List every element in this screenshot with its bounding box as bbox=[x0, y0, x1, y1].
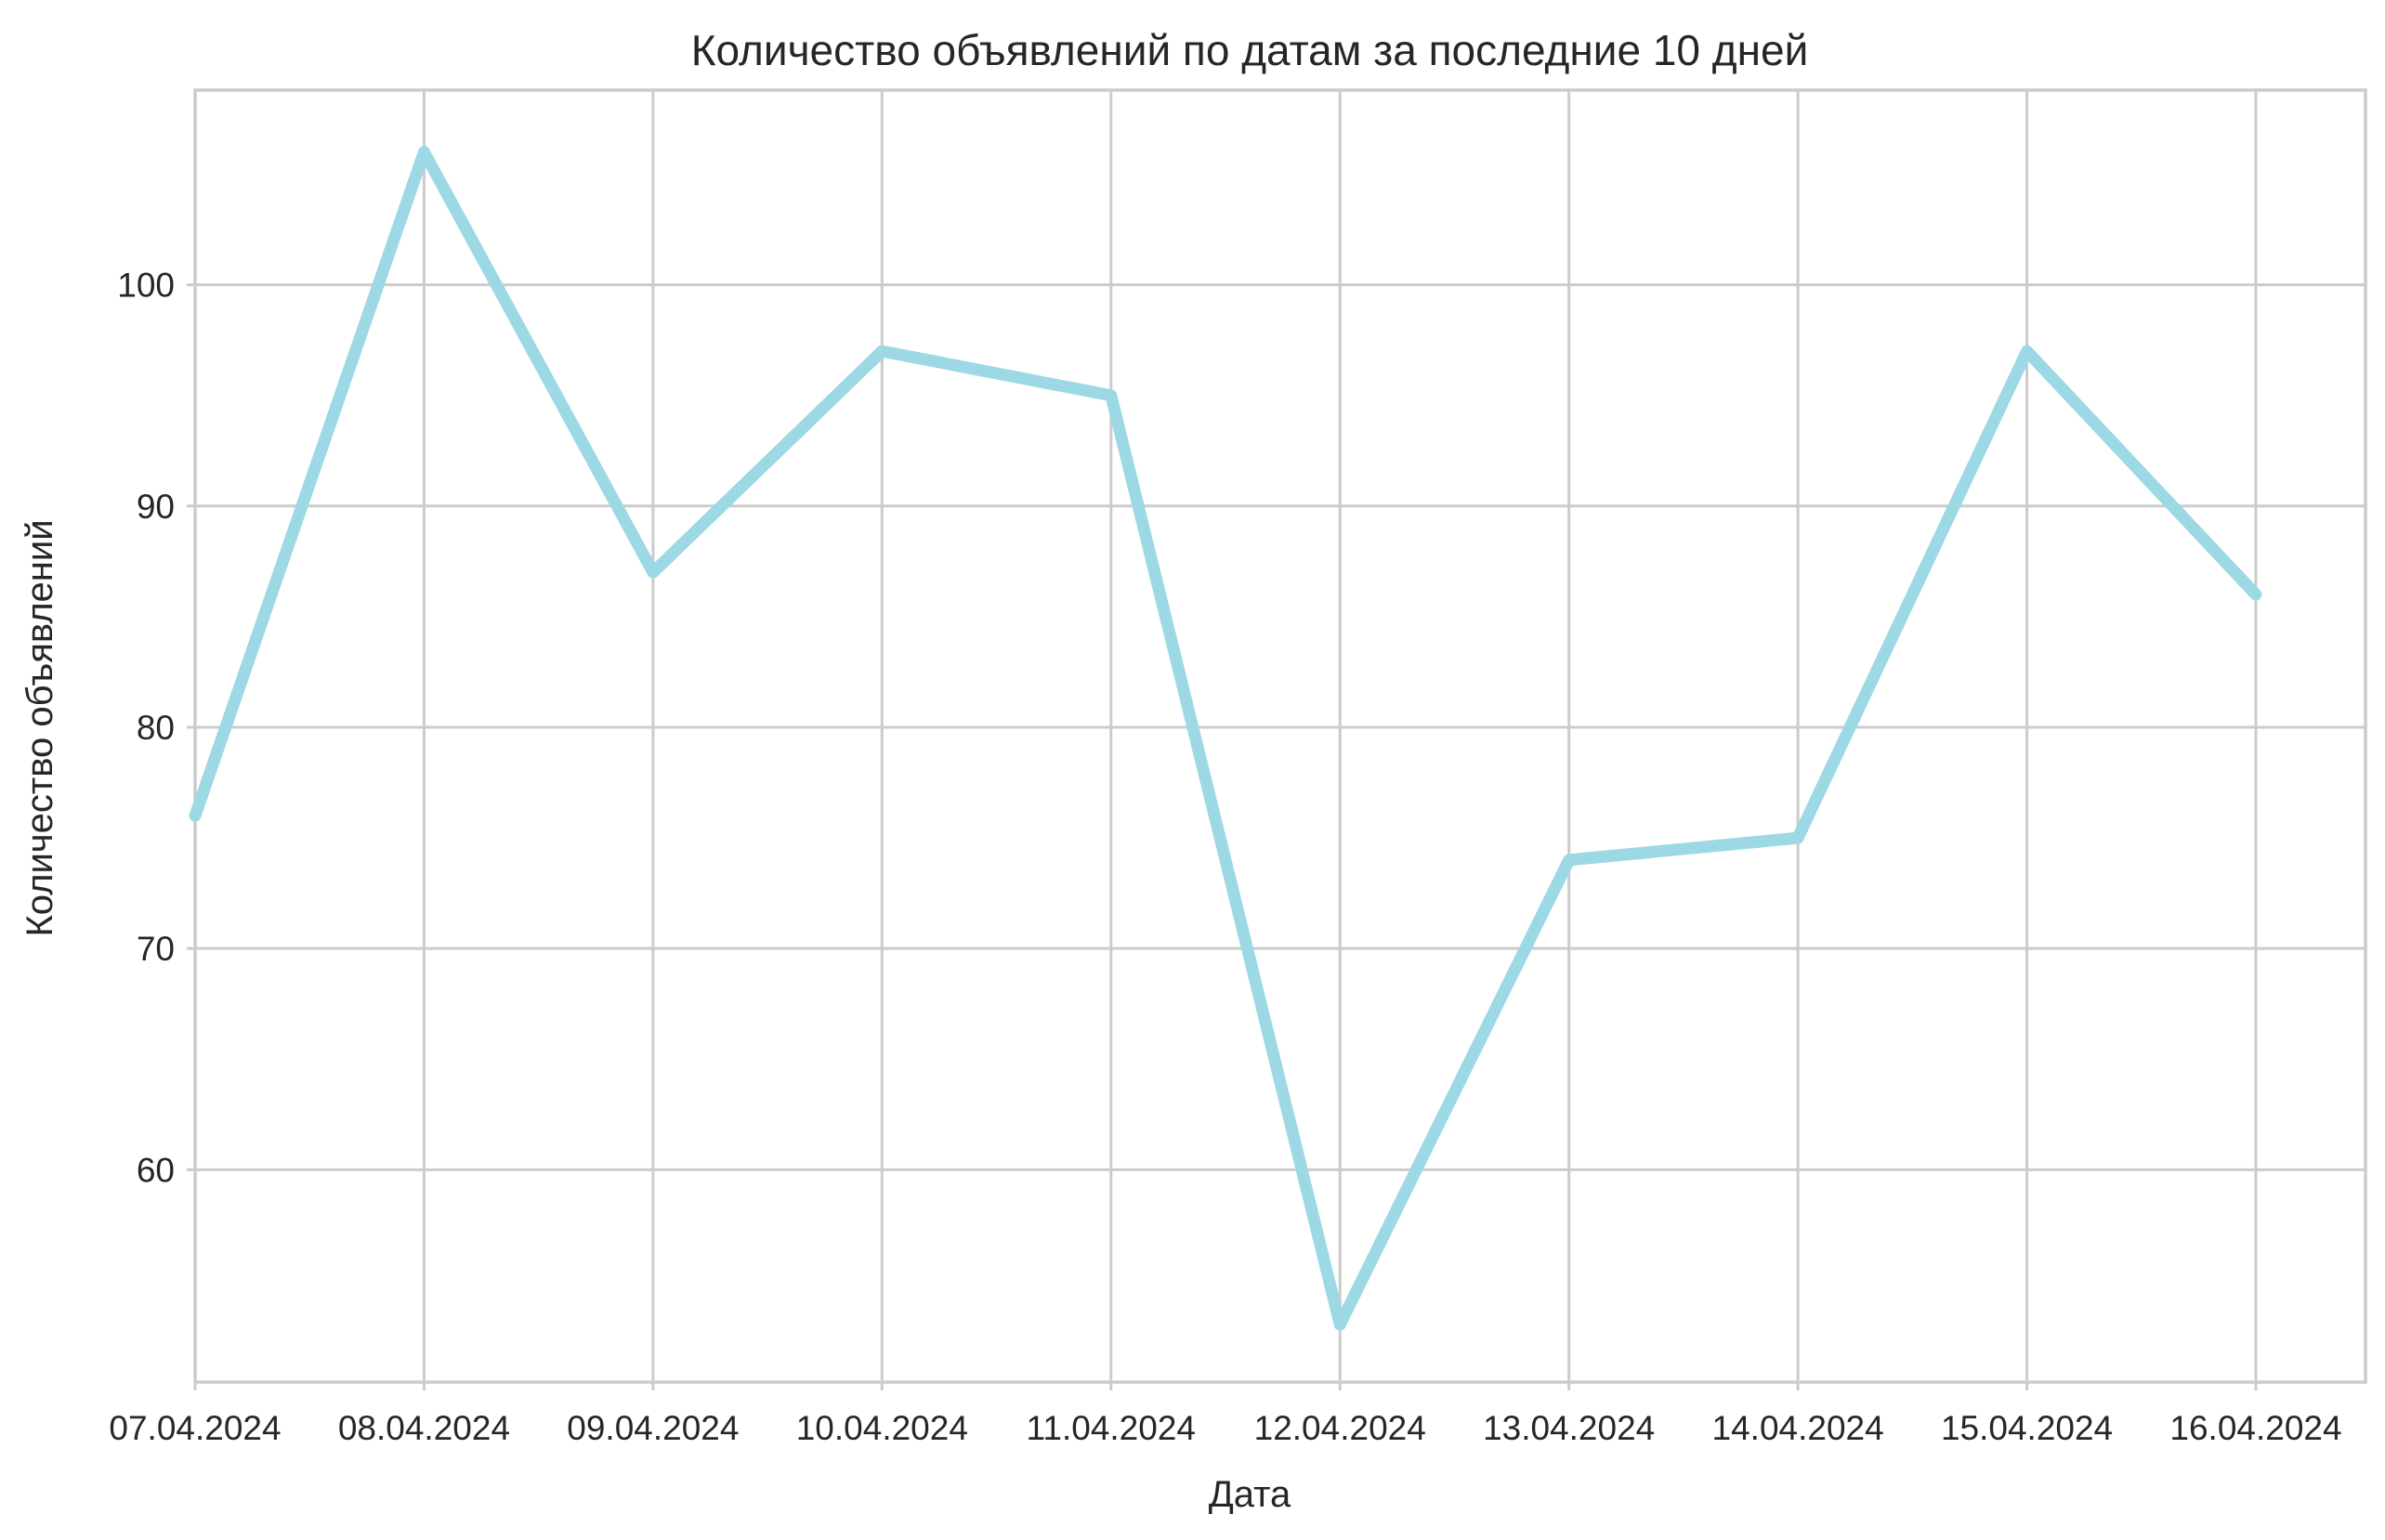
x-tick-label: 09.04.2024 bbox=[567, 1409, 739, 1447]
y-tick-label: 60 bbox=[137, 1151, 175, 1189]
plot-frame bbox=[193, 88, 2367, 1384]
y-axis-label: Количество объявлений bbox=[20, 519, 60, 936]
x-tick-label: 12.04.2024 bbox=[1254, 1409, 1426, 1447]
y-tick-label: 80 bbox=[137, 709, 175, 747]
x-tick-label: 15.04.2024 bbox=[1941, 1409, 2113, 1447]
y-tick-label: 90 bbox=[137, 488, 175, 526]
x-tick-label: 10.04.2024 bbox=[796, 1409, 968, 1447]
chart-title: Количество объявлений по датам за послед… bbox=[691, 26, 1809, 74]
x-tick-label: 16.04.2024 bbox=[2169, 1409, 2341, 1447]
x-tick-label: 14.04.2024 bbox=[1712, 1409, 1884, 1447]
x-tick-label: 11.04.2024 bbox=[1027, 1409, 1196, 1447]
series-layer bbox=[189, 146, 2262, 1331]
y-tick-label: 100 bbox=[117, 267, 175, 305]
x-tick-label: 07.04.2024 bbox=[109, 1409, 281, 1447]
x-tick-label: 08.04.2024 bbox=[338, 1409, 510, 1447]
ticks-layer: 07.04.2024 08.04.2024 09.04.2024 10.04.2024… bbox=[109, 267, 2341, 1447]
y-tick-label: 70 bbox=[137, 930, 175, 968]
series-line bbox=[189, 146, 2262, 1331]
x-axis-label: Дата bbox=[1209, 1474, 1291, 1515]
plot-border bbox=[193, 88, 2367, 1384]
grid-layer bbox=[193, 90, 2365, 1382]
labels-layer: Количество объявлений по датам за послед… bbox=[20, 26, 1808, 1515]
x-tick-label: 13.04.2024 bbox=[1483, 1409, 1655, 1447]
